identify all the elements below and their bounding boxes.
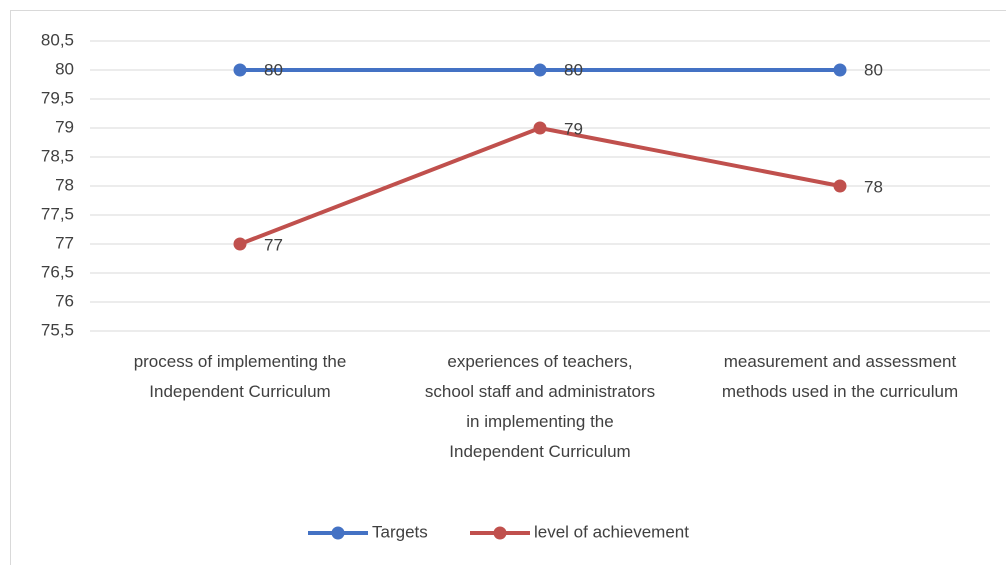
data-label: 80 [864, 60, 883, 79]
data-point [533, 63, 547, 77]
data-label: 78 [864, 177, 883, 196]
data-label: 80 [564, 60, 583, 79]
y-tick-label: 76 [55, 291, 74, 310]
legend-marker [493, 526, 507, 540]
y-tick-label: 80 [55, 59, 74, 78]
data-label: 77 [264, 235, 283, 254]
y-tick-label: 78 [55, 175, 74, 194]
data-label: 79 [564, 119, 583, 138]
x-tick-label: experiences of teachers, school staff an… [424, 352, 656, 461]
data-point [233, 63, 247, 77]
y-tick-label: 79,5 [41, 88, 74, 107]
y-tick-label: 78,5 [41, 146, 74, 165]
legend-label: level of achievement [534, 522, 689, 541]
legend-label: Targets [372, 522, 428, 541]
data-point [833, 63, 847, 77]
y-tick-label: 75,5 [41, 320, 74, 339]
x-tick-label: process of implementing the Independent … [133, 352, 347, 401]
x-tick-label: measurement and assessment methods used … [721, 352, 959, 401]
data-point [233, 237, 247, 251]
y-tick-label: 80,5 [41, 30, 74, 49]
legend-marker [331, 526, 345, 540]
y-tick-label: 77 [55, 233, 74, 252]
y-tick-label: 79 [55, 117, 74, 136]
y-tick-label: 76,5 [41, 262, 74, 281]
data-point [533, 121, 547, 135]
data-label: 80 [264, 60, 283, 79]
chart-border [10, 10, 1006, 565]
y-tick-label: 77,5 [41, 204, 74, 223]
data-point [833, 179, 847, 193]
